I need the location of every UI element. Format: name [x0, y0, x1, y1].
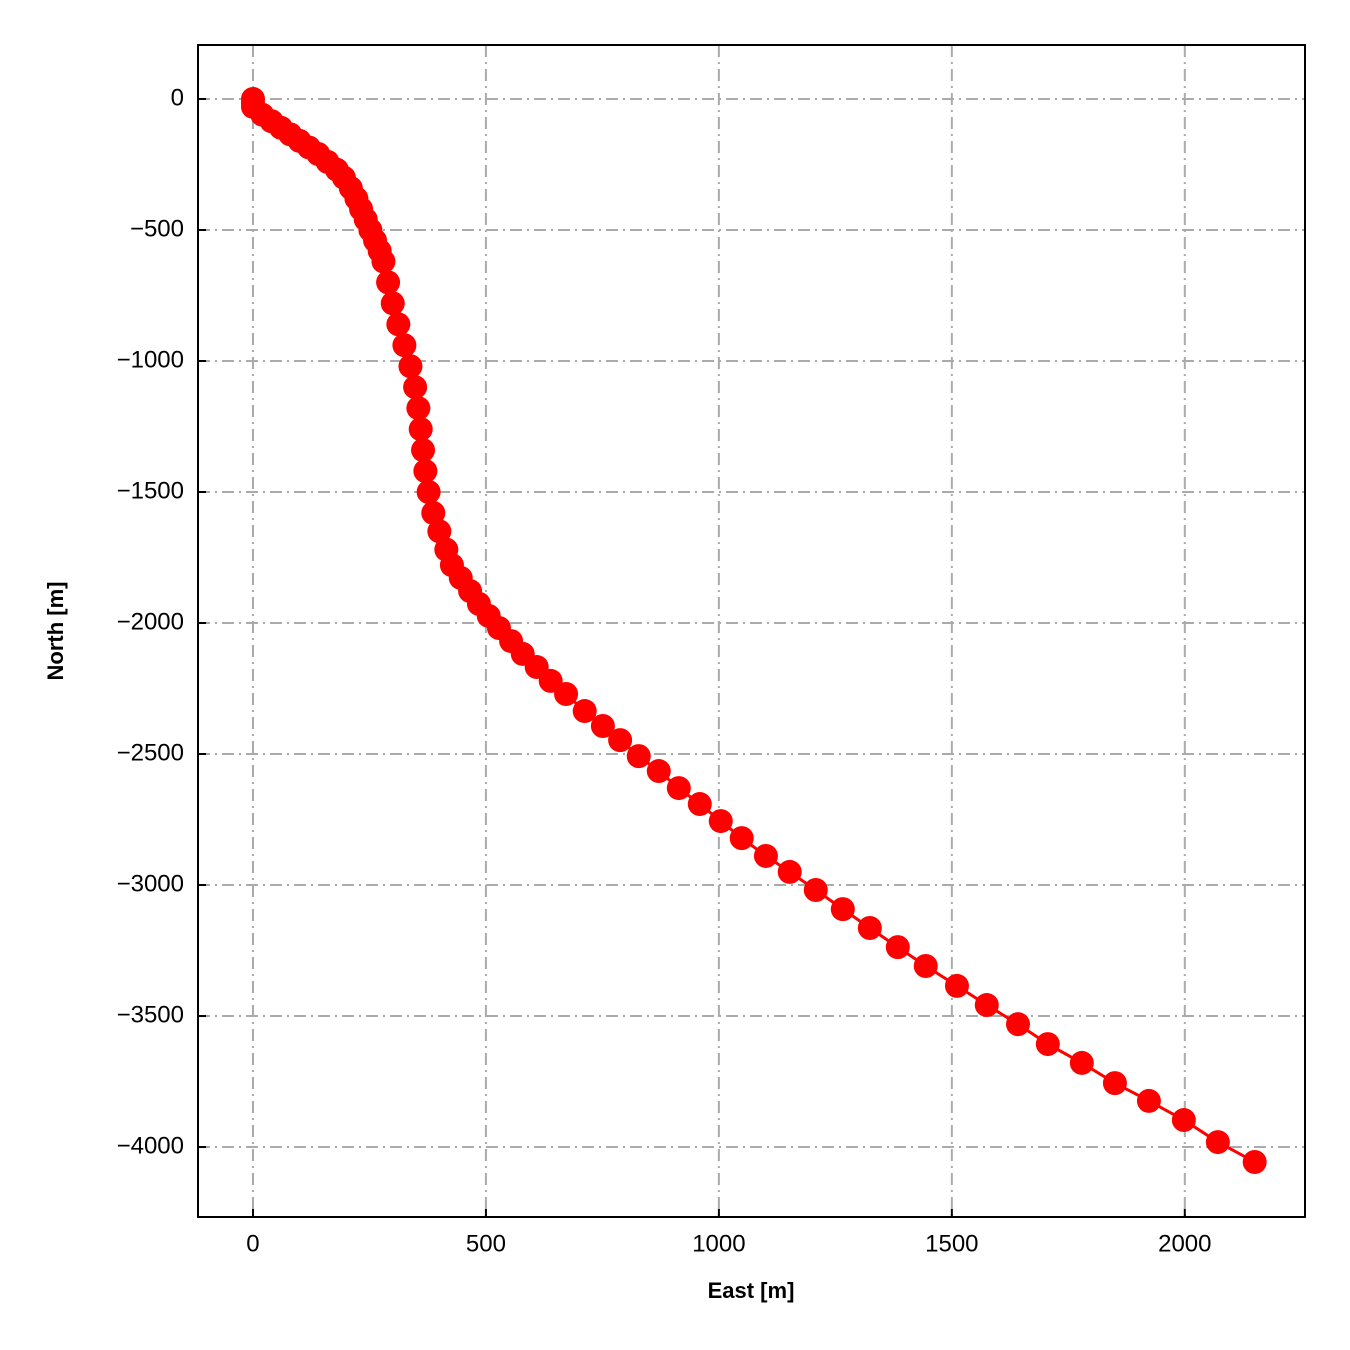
- marker: [408, 417, 433, 442]
- marker: [687, 792, 712, 817]
- marker: [830, 897, 855, 922]
- line: [251, 98, 1256, 1164]
- marker: [944, 973, 969, 998]
- marker: [590, 713, 615, 738]
- marker: [403, 375, 428, 400]
- marker: [411, 438, 436, 463]
- y-tick-label: −2500: [117, 739, 184, 766]
- y-tick-label: −2000: [117, 608, 184, 635]
- marker: [626, 744, 651, 769]
- x-tick-label: 500: [466, 1230, 506, 1257]
- marker: [1136, 1088, 1161, 1113]
- marker: [398, 354, 423, 379]
- marker: [646, 759, 671, 784]
- marker: [376, 270, 401, 295]
- marker: [1069, 1050, 1094, 1075]
- marker: [974, 993, 999, 1018]
- marker: [753, 843, 778, 868]
- marker: [1242, 1149, 1267, 1174]
- marker: [371, 249, 396, 274]
- marker: [554, 682, 579, 707]
- marker: [1171, 1108, 1196, 1133]
- marker: [708, 809, 733, 834]
- x-tick-label: 1500: [925, 1230, 978, 1257]
- marker: [857, 915, 882, 940]
- marker: [608, 728, 633, 753]
- marker: [1006, 1012, 1030, 1037]
- y-tick-label: −3000: [117, 870, 184, 897]
- y-tick-label: 0: [171, 84, 184, 111]
- x-tick-label: 1000: [692, 1230, 745, 1257]
- marker: [777, 859, 802, 884]
- marker: [406, 396, 431, 421]
- marker: [803, 878, 828, 903]
- y-tick-label: −1000: [117, 346, 184, 373]
- marker: [413, 459, 438, 484]
- y-axis-label: North [m]: [43, 582, 68, 681]
- marker: [380, 291, 405, 316]
- marker: [666, 776, 691, 801]
- marker: [1205, 1130, 1230, 1155]
- marker: [913, 953, 938, 978]
- x-tick-label: 0: [246, 1230, 259, 1257]
- y-tick-label: −4000: [117, 1132, 184, 1159]
- x-axis-label: East [m]: [708, 1278, 795, 1303]
- y-tick-label: −1500: [117, 477, 184, 504]
- marker: [1035, 1032, 1060, 1057]
- marker: [416, 480, 441, 505]
- marker: [1102, 1071, 1127, 1096]
- marker: [427, 519, 452, 544]
- marker: [392, 333, 417, 358]
- y-tick-label: −3500: [117, 1001, 184, 1028]
- marker: [729, 826, 754, 851]
- x-tick-label: 2000: [1158, 1230, 1211, 1257]
- marker: [885, 935, 910, 960]
- plot-frame: [197, 44, 1306, 1218]
- marker: [386, 312, 411, 337]
- marker: [421, 500, 446, 525]
- marker: [572, 699, 597, 724]
- y-tick-label: −500: [130, 215, 184, 242]
